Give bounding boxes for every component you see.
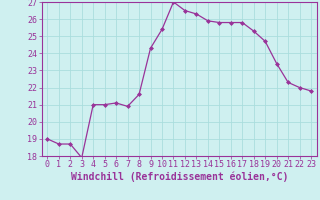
X-axis label: Windchill (Refroidissement éolien,°C): Windchill (Refroidissement éolien,°C): [70, 172, 288, 182]
